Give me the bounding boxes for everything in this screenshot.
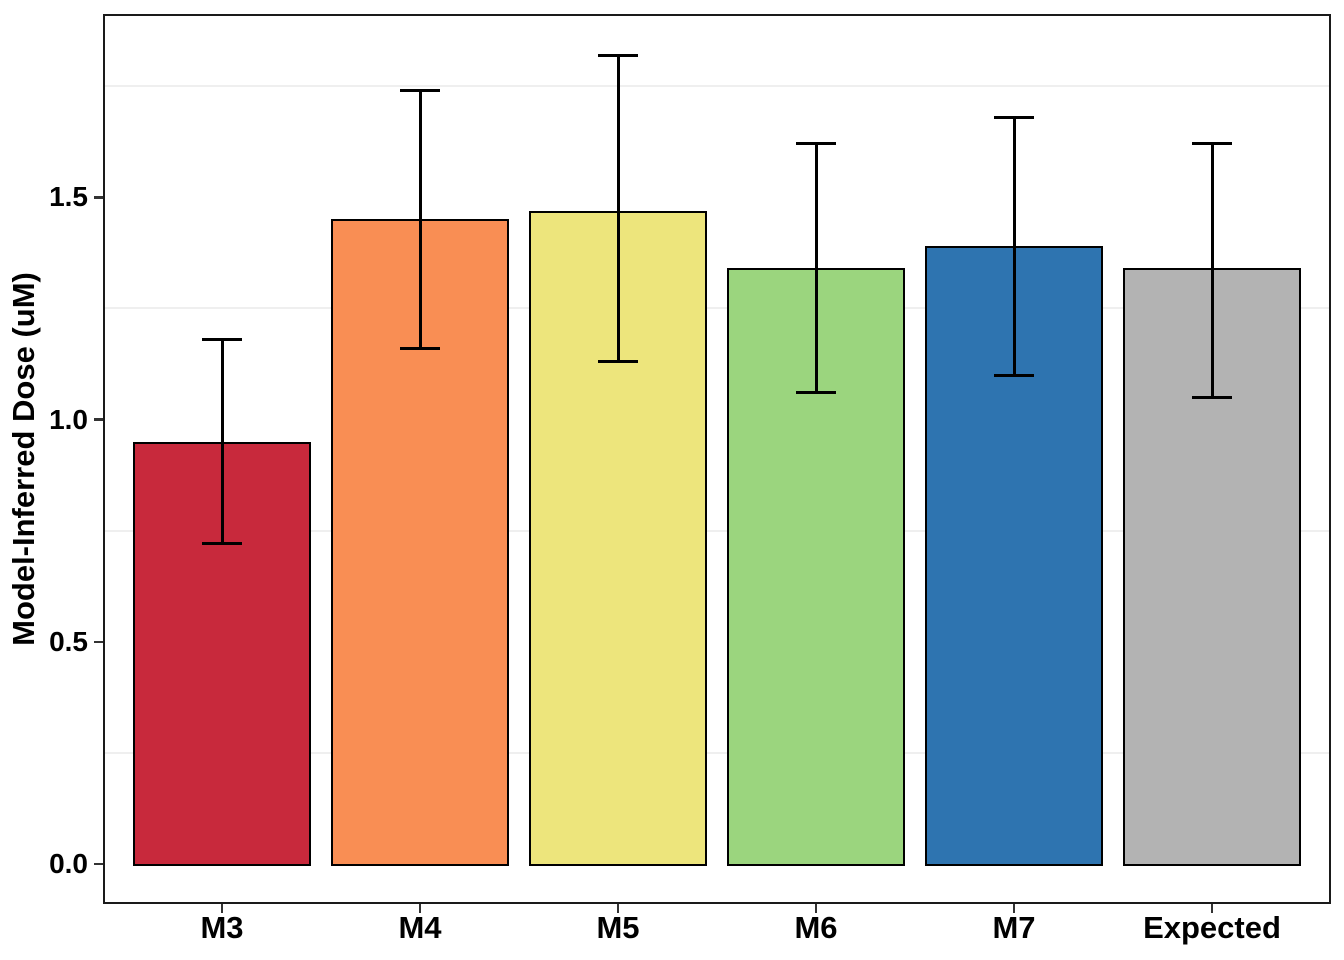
y-axis-tick: [94, 640, 103, 643]
y-axis-tick: [94, 196, 103, 199]
error-bar-cap-top-m6: [796, 142, 836, 146]
x-axis-tick-label-m7: M7: [992, 910, 1036, 945]
y-axis-tick-label: 0.5: [49, 625, 88, 657]
error-bar-cap-bottom-m6: [796, 391, 836, 395]
error-bar-cap-bottom-m4: [400, 346, 440, 350]
x-axis-tick-label-expected: Expected: [1143, 910, 1281, 945]
x-axis-tick-label-m5: M5: [596, 910, 640, 945]
error-bar-line-m7: [1012, 117, 1016, 376]
error-bar-line-expected: [1210, 143, 1214, 398]
x-axis-tick-label-m3: M3: [200, 910, 244, 945]
error-bar-cap-bottom-expected: [1192, 395, 1232, 399]
bar-m4: [331, 219, 509, 866]
x-axis-tick: [418, 904, 422, 913]
minor-gridline: [105, 307, 1329, 310]
x-axis-tick-label-m4: M4: [398, 910, 442, 945]
error-bar-cap-top-m3: [202, 337, 242, 341]
x-axis-tick: [616, 904, 620, 913]
x-axis-tick: [1210, 904, 1214, 913]
error-bar-cap-bottom-m3: [202, 542, 242, 546]
minor-gridline: [105, 85, 1329, 88]
error-bar-cap-bottom-m7: [994, 373, 1034, 377]
x-axis-tick: [1012, 904, 1016, 913]
error-bar-line-m3: [220, 339, 224, 544]
error-bar-cap-bottom-m5: [598, 360, 638, 364]
minor-gridline: [105, 529, 1329, 532]
y-axis-tick-label: 1.5: [49, 181, 88, 213]
y-axis-tick-label: 0.0: [49, 848, 88, 879]
error-bar-cap-top-m4: [400, 89, 440, 93]
x-axis-tick-label-m6: M6: [794, 910, 838, 945]
y-axis-tick-label: 1.0: [49, 403, 88, 435]
error-bar-cap-top-m5: [598, 53, 638, 57]
error-bar-cap-top-m7: [994, 115, 1034, 119]
x-axis-tick: [220, 904, 224, 913]
bar-m3: [133, 441, 311, 866]
error-bar-line-m4: [418, 90, 422, 349]
error-bar-cap-top-expected: [1192, 142, 1232, 146]
y-axis-title-text: Model-Inferred Dose (uM): [6, 272, 41, 646]
y-axis-tick: [94, 862, 103, 866]
y-axis-tick: [94, 418, 103, 421]
error-bar-line-m6: [814, 143, 818, 393]
error-bar-line-m5: [616, 55, 620, 362]
x-axis-tick: [814, 904, 818, 913]
minor-gridline: [105, 751, 1329, 754]
